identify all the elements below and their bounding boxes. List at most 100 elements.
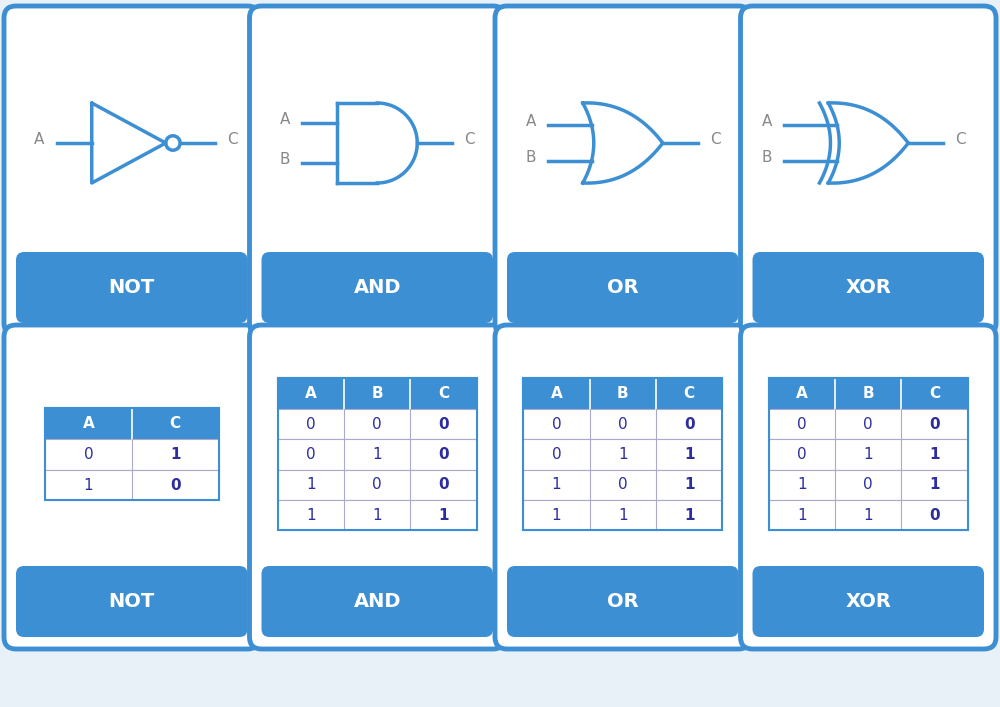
Text: 0: 0 — [438, 447, 449, 462]
Text: A: A — [551, 386, 562, 401]
Text: 1: 1 — [84, 478, 93, 493]
Text: 0: 0 — [863, 477, 873, 492]
Text: C: C — [929, 386, 940, 401]
Text: 0: 0 — [552, 416, 561, 431]
Text: 0: 0 — [797, 416, 807, 431]
Text: 0: 0 — [929, 508, 940, 522]
Text: A: A — [34, 132, 45, 148]
Text: 1: 1 — [552, 508, 561, 522]
Text: 1: 1 — [797, 477, 807, 492]
FancyBboxPatch shape — [4, 325, 260, 649]
FancyBboxPatch shape — [262, 252, 493, 323]
FancyBboxPatch shape — [507, 566, 738, 637]
Text: AND: AND — [354, 278, 401, 297]
FancyBboxPatch shape — [769, 469, 968, 500]
Text: A: A — [280, 112, 290, 127]
Text: 1: 1 — [929, 477, 940, 492]
Text: A: A — [525, 115, 536, 129]
Text: OR: OR — [607, 592, 639, 611]
Text: 1: 1 — [372, 508, 382, 522]
Text: 0: 0 — [684, 416, 694, 431]
FancyBboxPatch shape — [523, 439, 722, 469]
Text: 0: 0 — [618, 416, 628, 431]
Text: 1: 1 — [552, 477, 561, 492]
FancyBboxPatch shape — [278, 500, 477, 530]
Text: 0: 0 — [438, 477, 449, 492]
Text: 1: 1 — [170, 447, 180, 462]
Text: 1: 1 — [863, 447, 873, 462]
Text: NOT: NOT — [109, 592, 155, 611]
Text: 0: 0 — [797, 447, 807, 462]
FancyBboxPatch shape — [769, 378, 968, 409]
FancyBboxPatch shape — [753, 252, 984, 323]
Text: 0: 0 — [372, 416, 382, 431]
FancyBboxPatch shape — [278, 409, 477, 439]
Text: B: B — [371, 386, 383, 401]
Text: 0: 0 — [929, 416, 940, 431]
Text: OR: OR — [607, 278, 639, 297]
Text: 1: 1 — [797, 508, 807, 522]
Text: B: B — [862, 386, 874, 401]
Text: B: B — [280, 153, 290, 168]
Text: 0: 0 — [552, 447, 561, 462]
Text: B: B — [617, 386, 629, 401]
FancyBboxPatch shape — [250, 325, 505, 649]
Text: 1: 1 — [306, 508, 316, 522]
Text: C: C — [170, 416, 181, 431]
Text: 0: 0 — [170, 478, 180, 493]
FancyBboxPatch shape — [507, 252, 738, 323]
FancyBboxPatch shape — [278, 439, 477, 469]
FancyBboxPatch shape — [753, 566, 984, 637]
Text: XOR: XOR — [845, 592, 891, 611]
Text: 1: 1 — [684, 508, 694, 522]
FancyBboxPatch shape — [769, 500, 968, 530]
FancyBboxPatch shape — [4, 6, 260, 335]
Text: A: A — [305, 386, 317, 401]
Text: AND: AND — [354, 592, 401, 611]
Text: 1: 1 — [684, 447, 694, 462]
Text: 0: 0 — [84, 447, 93, 462]
FancyBboxPatch shape — [16, 566, 248, 637]
FancyBboxPatch shape — [523, 500, 722, 530]
Text: A: A — [762, 115, 772, 129]
Text: A: A — [82, 416, 94, 431]
Text: XOR: XOR — [845, 278, 891, 297]
Text: NOT: NOT — [109, 278, 155, 297]
FancyBboxPatch shape — [523, 378, 722, 409]
FancyBboxPatch shape — [523, 409, 722, 439]
Text: 0: 0 — [306, 447, 316, 462]
Text: 0: 0 — [372, 477, 382, 492]
Text: C: C — [955, 132, 966, 148]
Text: 1: 1 — [306, 477, 316, 492]
FancyBboxPatch shape — [769, 439, 968, 469]
Text: C: C — [464, 132, 475, 148]
Text: 1: 1 — [438, 508, 449, 522]
Text: A: A — [796, 386, 808, 401]
FancyBboxPatch shape — [278, 378, 477, 409]
Text: 1: 1 — [618, 447, 628, 462]
FancyBboxPatch shape — [495, 6, 750, 335]
Text: 1: 1 — [372, 447, 382, 462]
FancyBboxPatch shape — [16, 252, 248, 323]
Text: C: C — [710, 132, 720, 148]
FancyBboxPatch shape — [495, 325, 750, 649]
Text: 1: 1 — [929, 447, 940, 462]
Text: 1: 1 — [618, 508, 628, 522]
FancyBboxPatch shape — [523, 469, 722, 500]
FancyBboxPatch shape — [45, 470, 219, 501]
Text: 1: 1 — [863, 508, 873, 522]
FancyBboxPatch shape — [769, 409, 968, 439]
FancyBboxPatch shape — [262, 566, 493, 637]
Text: C: C — [227, 132, 238, 148]
FancyBboxPatch shape — [740, 325, 996, 649]
Text: 0: 0 — [618, 477, 628, 492]
Text: C: C — [684, 386, 695, 401]
FancyBboxPatch shape — [278, 469, 477, 500]
Text: 1: 1 — [684, 477, 694, 492]
FancyBboxPatch shape — [250, 6, 505, 335]
Text: 0: 0 — [438, 416, 449, 431]
Text: 0: 0 — [863, 416, 873, 431]
Text: C: C — [438, 386, 449, 401]
FancyBboxPatch shape — [45, 439, 219, 470]
Text: B: B — [762, 151, 772, 165]
